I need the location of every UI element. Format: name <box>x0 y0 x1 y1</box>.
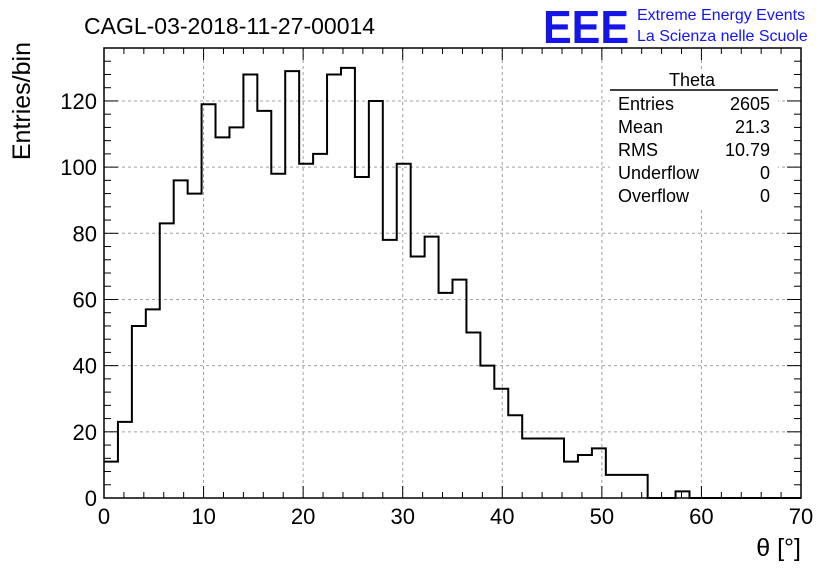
y-tick-labels: 0 20 40 60 80 100 120 <box>60 89 97 511</box>
stats-value: 10.79 <box>725 140 770 160</box>
x-axis-title: θ [°] <box>756 534 801 562</box>
y-tick-label: 80 <box>73 221 97 246</box>
x-tick-label: 20 <box>291 504 315 529</box>
x-tick-label: 0 <box>98 504 110 529</box>
stats-box-background <box>610 72 778 210</box>
x-tick-label: 10 <box>191 504 215 529</box>
histogram-series <box>104 66 801 499</box>
x-tick-labels: 0 10 20 30 40 50 60 70 <box>98 504 813 529</box>
x-tick-label: 60 <box>689 504 713 529</box>
stats-value: 0 <box>760 163 770 183</box>
y-axis-title: Entries/bin <box>8 42 36 160</box>
y-tick-label: 40 <box>73 354 97 379</box>
stats-label: Entries <box>618 94 674 114</box>
eee-logo: EEE Extreme Energy Events La Scienza nel… <box>543 1 808 53</box>
y-tick-label: 20 <box>73 420 97 445</box>
logo-mark: EEE <box>543 1 629 53</box>
stats-box-name: Theta <box>669 70 716 90</box>
logo-line-1: Extreme Energy Events <box>637 7 805 24</box>
stats-box: Theta Entries 2605 Mean 21.3 RMS 10.79 Underfl… <box>610 70 778 210</box>
stats-value: 21.3 <box>735 117 770 137</box>
y-tick-label: 0 <box>85 486 97 511</box>
stats-label: RMS <box>618 140 658 160</box>
chart-title: CAGL-03-2018-11-27-00014 <box>84 13 375 39</box>
x-tick-label: 50 <box>590 504 614 529</box>
x-tick-label: 30 <box>390 504 414 529</box>
x-tick-label: 40 <box>490 504 514 529</box>
y-tick-label: 120 <box>60 89 97 114</box>
x-tick-label: 70 <box>789 504 813 529</box>
y-tick-label: 60 <box>73 287 97 312</box>
stats-label: Mean <box>618 117 663 137</box>
stats-value: 2605 <box>730 94 770 114</box>
y-tick-label: 100 <box>60 155 97 180</box>
stats-label: Underflow <box>618 163 700 183</box>
stats-label: Overflow <box>618 186 690 206</box>
logo-line-2: La Scienza nelle Scuole <box>637 28 808 45</box>
stats-value: 0 <box>760 186 770 206</box>
axis-ticks <box>103 47 802 499</box>
stats-rows: Entries 2605 Mean 21.3 RMS 10.79 Underflow 0 Ove… <box>618 94 770 206</box>
